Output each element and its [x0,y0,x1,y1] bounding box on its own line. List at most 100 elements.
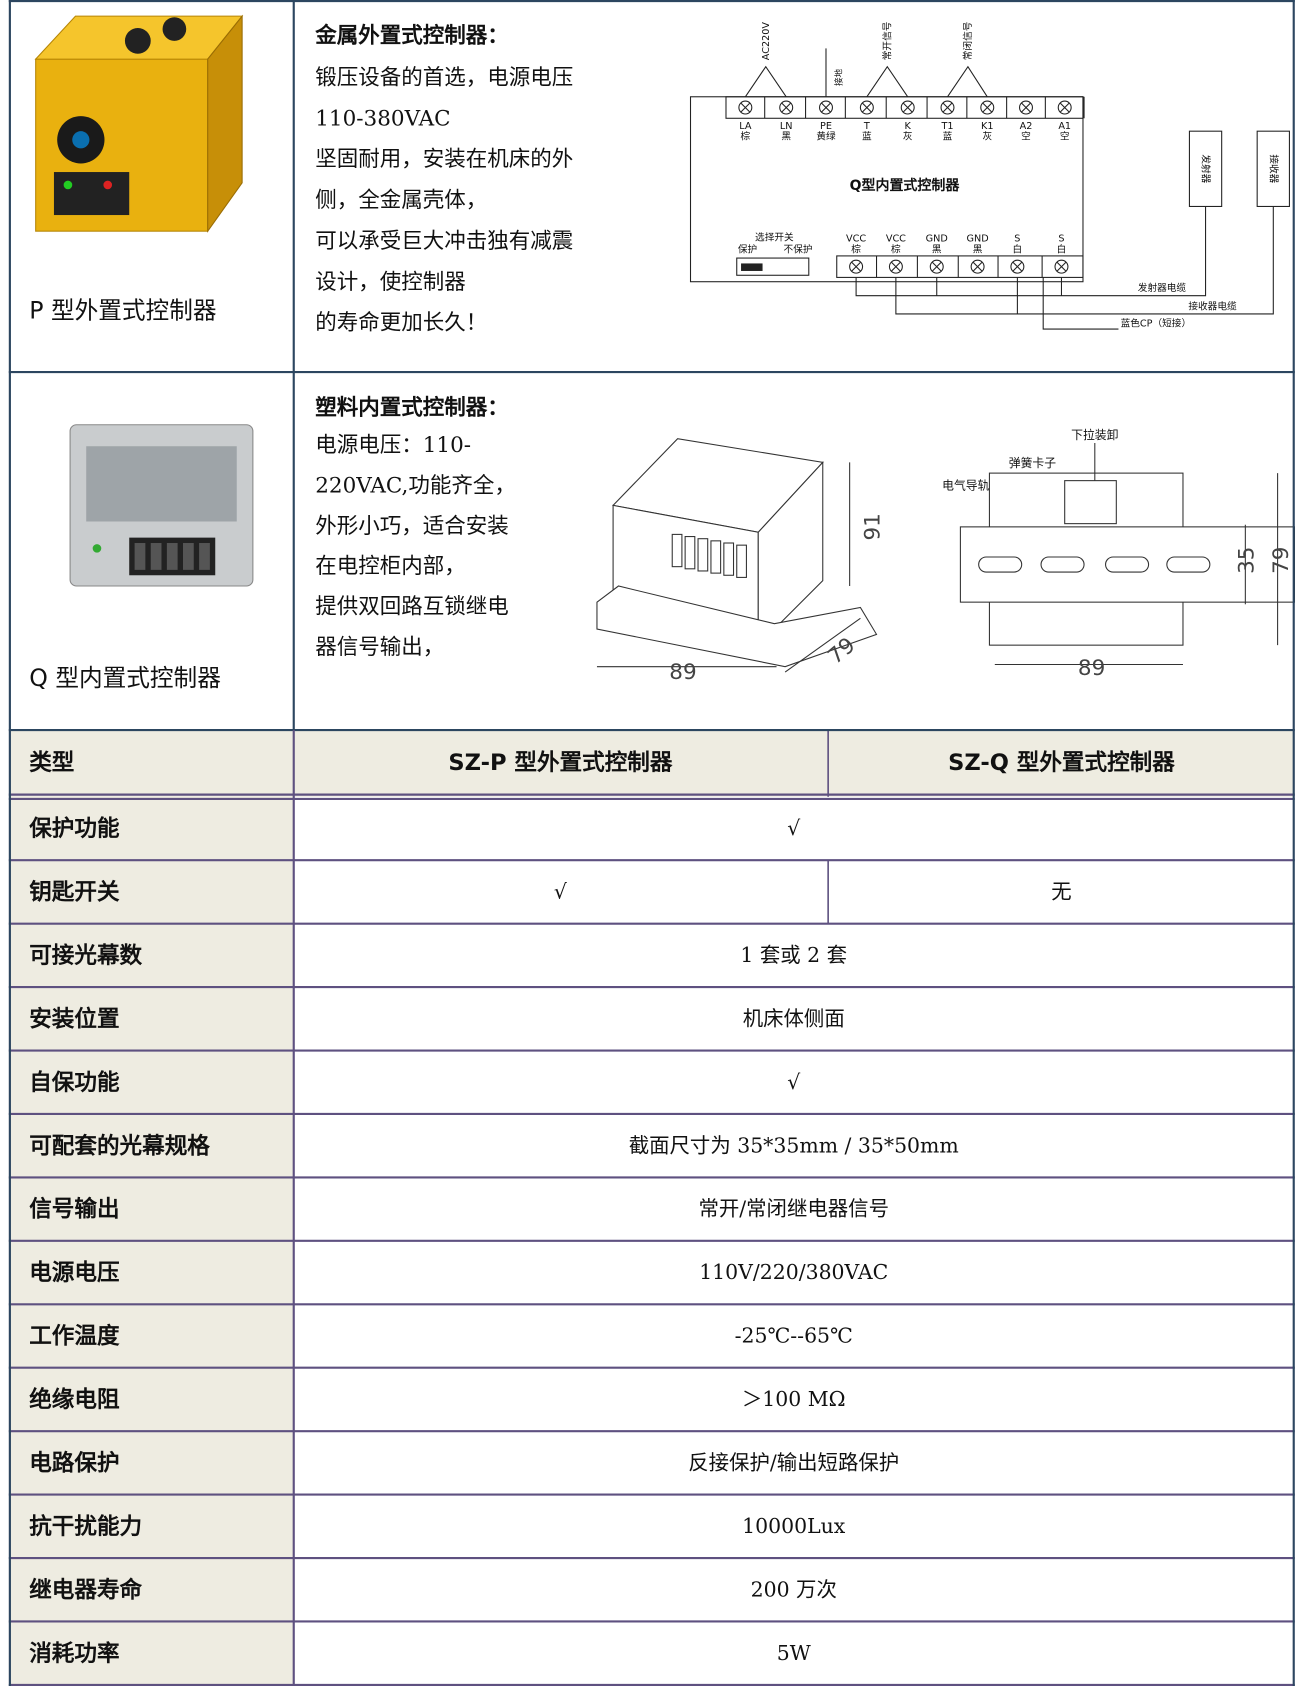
rail-note: 电气导轨 [942,479,989,493]
diagram-title: Q型内置式控制器 [850,177,961,194]
terminal-wire: 白 [1057,243,1067,255]
product-text: 可以承受巨大冲击独有减震 [315,229,573,254]
terminal-wire: 空 [1060,131,1070,143]
terminal-block [723,542,735,576]
line [932,261,942,272]
cable [855,206,1207,297]
cell-value: 200 万次 [751,1577,837,1601]
housing [757,460,824,647]
photo-p [103,180,113,190]
row-label: 绝缘电阻 [29,1386,120,1413]
terminal-label: GND [967,234,989,245]
terminal-label: LA [739,121,752,132]
photo-q [182,543,194,570]
terminal-wire: 灰 [903,131,913,143]
photo-q [199,543,210,570]
terminal-strip [725,96,1084,119]
cable [1042,277,1119,330]
header-cell: SZ-Q 型外置式控制器 [948,749,1175,776]
photo-q [92,544,102,553]
row-label: 保护功能 [28,815,120,842]
terminal-wire: 黑 [781,132,791,143]
cell-value: 1 套或 2 套 [740,943,847,967]
rail-slot [1105,556,1150,573]
header-cell: SZ-P 型外置式控制器 [448,749,672,776]
sensor-label: 接收器 [1267,154,1279,183]
product-text: 锻压设备的首选，电源电压 [315,65,573,90]
terminal-wire: 棕 [891,243,901,255]
row-label: 电源电压 [29,1260,119,1286]
rail-slot [1040,556,1085,573]
photo-p [53,172,130,216]
line [821,102,831,113]
product-text: 提供双回路互锁继电 [315,595,509,620]
cell-value: 常开/常闭继电器信号 [698,1197,889,1221]
photo-q [150,543,162,570]
row-label: 自保功能 [29,1069,120,1096]
line [862,102,872,113]
cable-label: 接收器电缆 [1188,300,1237,312]
dimension-label: 79 [1269,547,1294,574]
row-label: 钥匙开关 [29,878,120,905]
terminal-block [710,540,722,574]
line [851,261,861,272]
cell-value: 截面尺寸为 35*35mm / 35*50mm [629,1133,959,1157]
photo-p [72,131,90,149]
terminal-wire: 蓝 [943,131,953,143]
header-bg [8,730,1295,797]
signal-label: 常闭信号 [962,22,974,61]
row-label: 抗干扰能力 [29,1513,142,1540]
sensor [1256,130,1290,207]
photo-p [207,14,243,233]
product-text: 的寿命更加长久！ [315,311,487,336]
product-heading: 金属外置式控制器： [314,23,509,49]
switch [736,257,810,276]
product-name: Q 型内置式控制器 [29,664,221,692]
switch-label: 选择开关 [755,232,794,244]
terminal-label: PE [820,121,832,132]
cell-value: 无 [1051,879,1071,903]
cell-value: 反接保护/输出短路保护 [688,1450,899,1474]
row-label: 可配套的光幕规格 [29,1132,210,1159]
terminal-label: A1 [1058,121,1071,132]
terminal-wire: 黑 [973,244,983,255]
dimension-line [784,617,861,673]
row-label: 信号输出 [29,1196,119,1223]
line [1060,102,1070,113]
terminal-label: S [1058,234,1064,245]
product-name: P 型外置式控制器 [29,296,216,324]
dimension-label: 91 [860,513,885,540]
terminal-strip [836,255,1084,278]
line [982,102,992,113]
line [903,102,913,113]
cell-value: √ [554,879,567,903]
product-text: 侧，全金属壳体， [315,188,487,213]
spring-clip [1064,480,1117,525]
terminal-wire: 棕 [851,243,861,255]
photo-q [166,543,178,570]
product-text: 器信号输出， [315,635,444,660]
terminal-wire: 蓝 [862,131,872,143]
cell-value: √ [787,816,800,840]
cell-value: 10000Lux [742,1514,846,1538]
line [781,102,791,113]
terminal-wire: 黑 [932,244,942,255]
signal-line [866,65,909,98]
terminal-label: GND [926,234,948,245]
terminal-label: LN [780,121,793,132]
signal-label: 常开信号 [881,22,893,61]
row-label: 可接光幕数 [29,943,142,969]
rail-note: 下拉装卸 [1071,428,1118,442]
terminal-label: A2 [1020,121,1033,132]
line [1056,261,1067,272]
terminal-label: T [863,121,870,132]
signal-label: AC220V [761,22,772,61]
terminal-block [697,538,709,572]
header-cell: 类型 [29,750,74,776]
terminal-label: K1 [981,121,993,132]
terminal-wire: 空 [1021,131,1031,143]
housing [596,585,878,668]
terminal-block [736,544,747,578]
cell-value: 110V/220/380VAC [699,1260,888,1284]
